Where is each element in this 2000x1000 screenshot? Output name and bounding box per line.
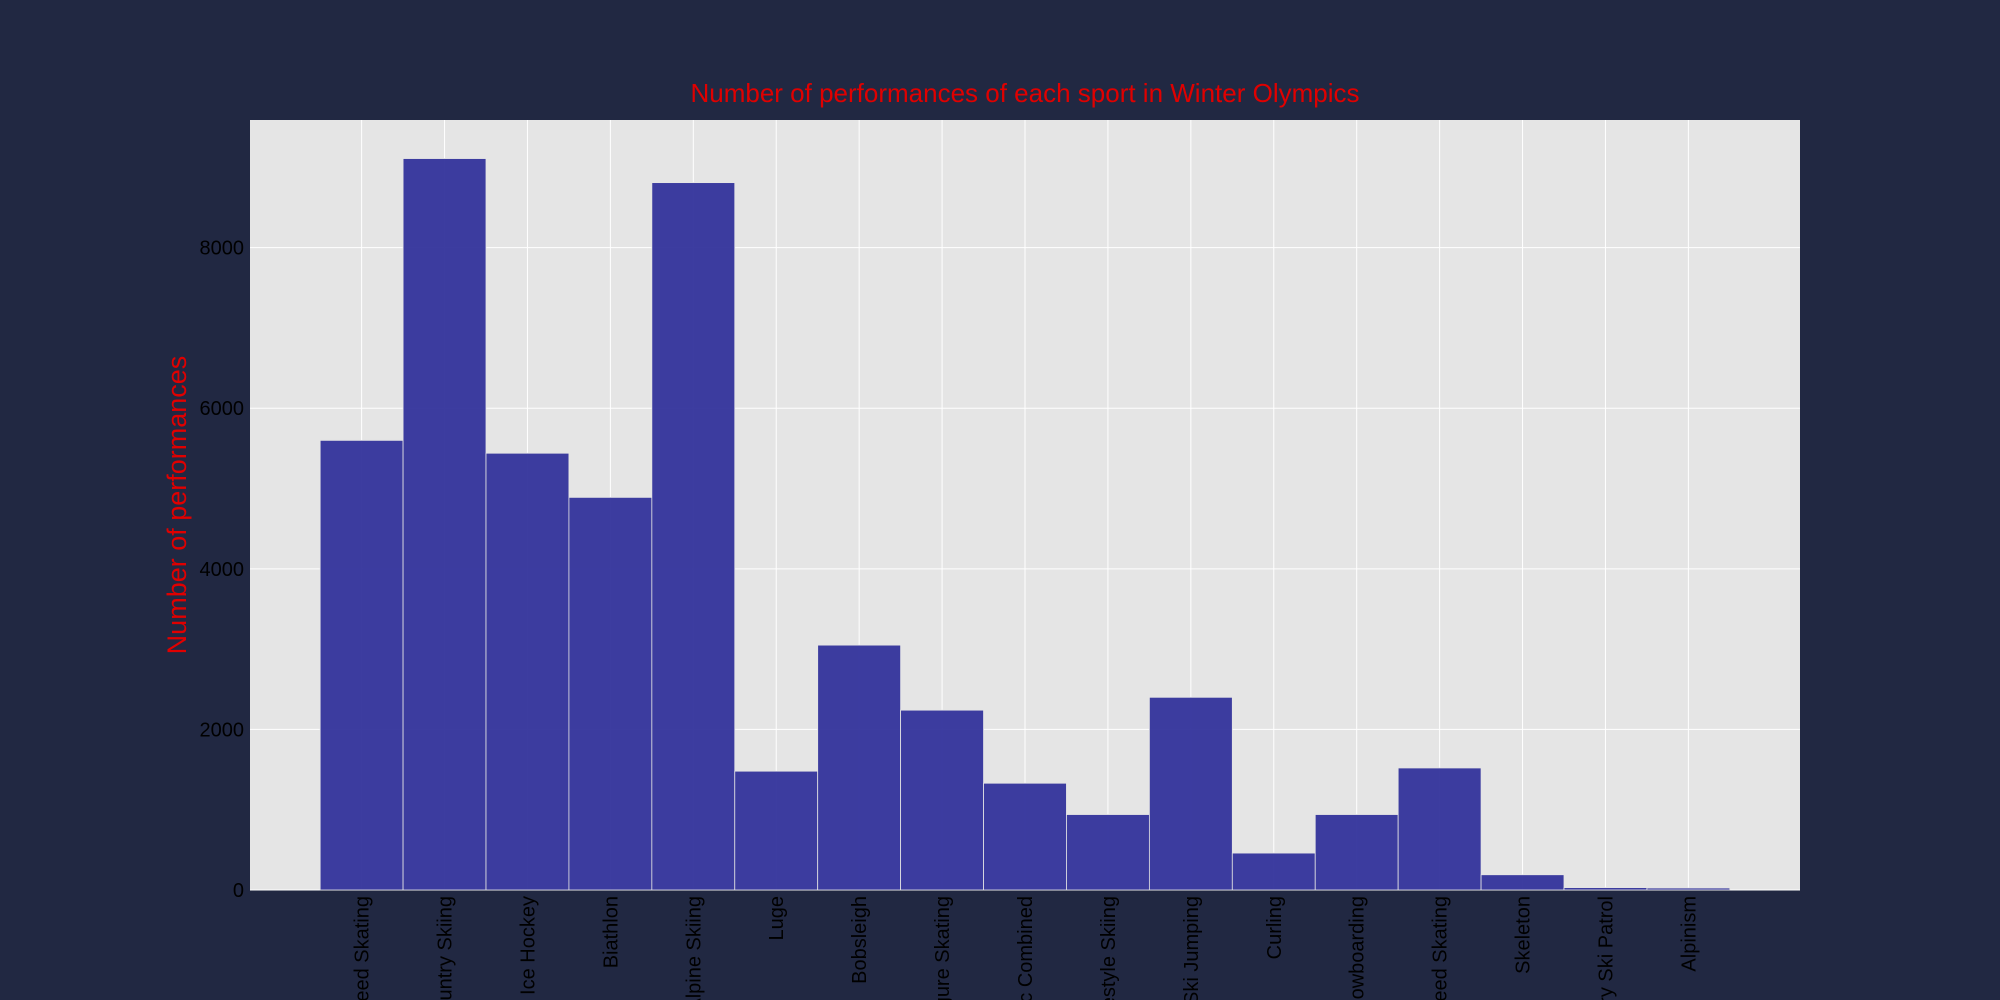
x-tick-label: Figure Skating	[932, 896, 954, 1000]
bar	[1231, 852, 1316, 891]
bar	[1480, 874, 1565, 891]
y-tick-label: 6000	[200, 398, 245, 420]
x-tick-label: Skeleton	[1513, 896, 1535, 974]
x-tick-label: Bobsleigh	[849, 896, 871, 984]
bar	[1397, 767, 1482, 891]
bar	[817, 644, 902, 891]
y-tick-label: 8000	[200, 238, 245, 260]
x-tick-label: Cross Country Skiing	[435, 896, 457, 1000]
bar	[651, 182, 736, 891]
x-tick-label: Alpinism	[1678, 896, 1700, 972]
bar	[1148, 696, 1233, 891]
x-tick-label: Freestyle Skiing	[1098, 896, 1120, 1000]
x-tick-label: Curling	[1264, 896, 1286, 959]
bar	[1314, 814, 1399, 891]
bar	[1646, 887, 1731, 891]
y-axis-label: Number of performances	[162, 356, 192, 655]
x-tick-label: Ice Hockey	[517, 896, 539, 995]
x-tick-label: Military Ski Patrol	[1595, 896, 1617, 1000]
x-tick-label: Nordic Combined	[1015, 896, 1037, 1000]
x-tick-label: Luge	[766, 896, 788, 941]
bar	[900, 709, 984, 891]
bar	[319, 439, 404, 891]
chart-title: Number of performances of each sport in …	[690, 78, 1359, 108]
x-tick-label: Snowboarding	[1347, 896, 1369, 1000]
x-tick-label: Biathlon	[600, 896, 622, 968]
x-tick-label: Speed Skating	[352, 896, 374, 1000]
y-tick-label: 4000	[200, 559, 245, 581]
bar	[485, 452, 570, 891]
y-tick-label: 2000	[200, 719, 245, 741]
bar	[983, 782, 1067, 891]
bar	[734, 770, 819, 891]
bar	[1066, 814, 1150, 891]
x-tick-label: Short Track Speed Skating	[1430, 896, 1452, 1000]
bar	[1563, 887, 1648, 891]
x-tick-label: Alpine Skiing	[683, 896, 705, 1000]
y-tick-label: 0	[233, 880, 244, 902]
x-tick-label: Ski Jumping	[1181, 896, 1203, 1000]
bar	[402, 158, 487, 891]
bar	[568, 496, 653, 891]
